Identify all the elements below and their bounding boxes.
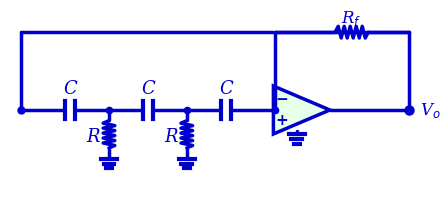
Text: C: C <box>141 80 155 98</box>
Text: V$_o$: V$_o$ <box>420 101 441 119</box>
Text: +: + <box>276 113 289 128</box>
Text: −: − <box>276 92 289 107</box>
Text: C: C <box>219 80 232 98</box>
Text: R: R <box>87 128 100 146</box>
Polygon shape <box>274 86 330 134</box>
Text: R$_f$: R$_f$ <box>342 9 362 28</box>
Text: C: C <box>63 80 77 98</box>
Text: R: R <box>164 128 178 146</box>
